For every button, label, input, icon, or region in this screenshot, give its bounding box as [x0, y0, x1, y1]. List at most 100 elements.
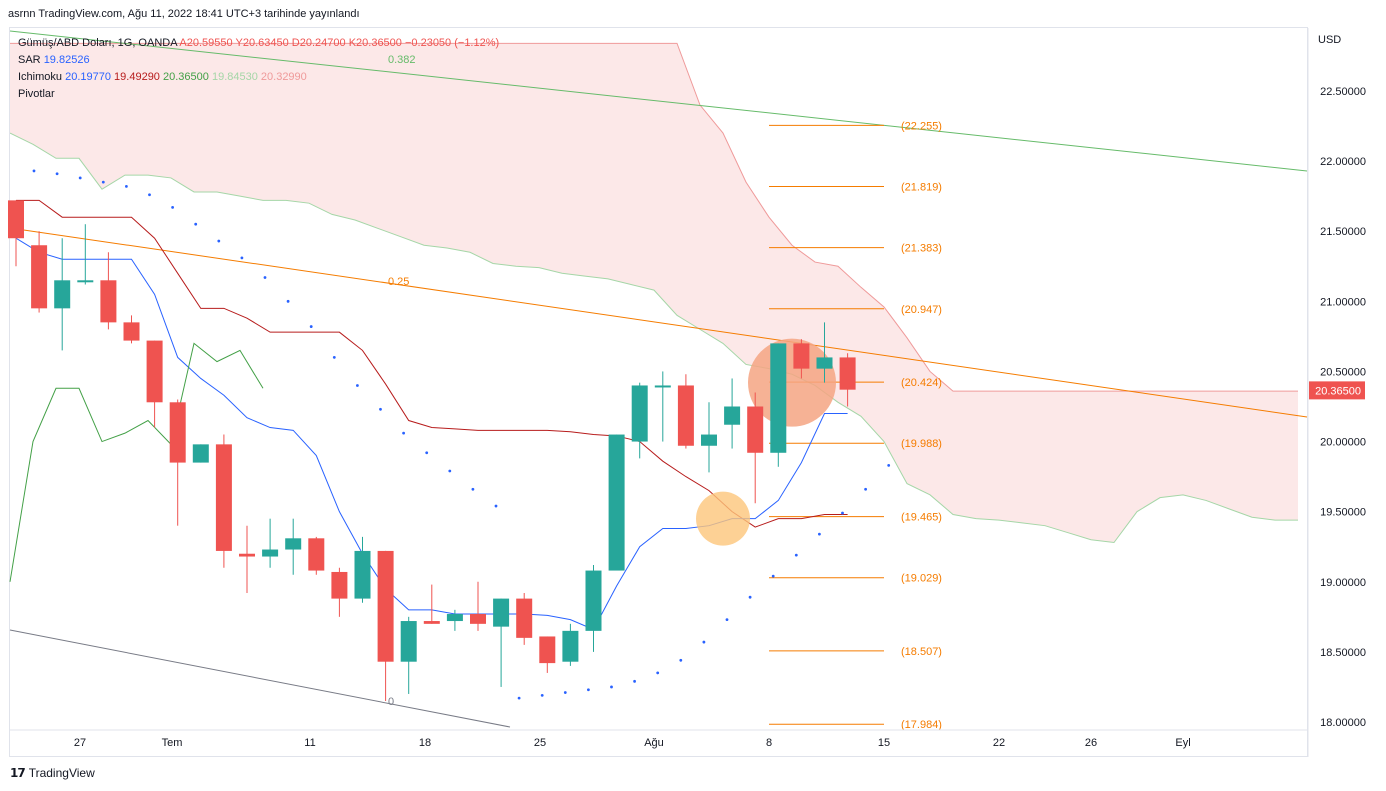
candle-body: [539, 636, 556, 664]
candle-body: [747, 406, 764, 453]
candle-body: [31, 245, 48, 309]
legend-symbol-row: Gümüş/ABD Doları, 1G, OANDA A20.59550 Y 2…: [18, 35, 499, 52]
close-value: 20.36500: [356, 37, 402, 49]
sar-dot: [448, 469, 452, 473]
ichimoku-span-b-value: 20.32990: [260, 71, 307, 83]
price-tick-label: 20.00000: [1320, 437, 1366, 449]
sar-dot: [263, 276, 267, 279]
currency-label: USD: [1318, 34, 1342, 46]
legend-ichimoku-row[interactable]: Ichimoku 20.19770 19.49290 20.36500 19.8…: [18, 69, 499, 86]
sar-dot: [494, 504, 498, 508]
fib-0-label: 0: [388, 696, 394, 708]
sar-dot: [171, 205, 175, 209]
ichimoku-cloud: [10, 43, 1298, 543]
sar-dot: [771, 574, 775, 578]
price-tick-label: 22.50000: [1320, 86, 1366, 98]
pivot-label: (18.507): [901, 646, 942, 658]
candle-body: [423, 621, 440, 624]
sar-dot: [610, 685, 613, 689]
sar-dot: [702, 640, 706, 644]
price-tick-label: 20.50000: [1320, 366, 1366, 378]
candle-body: [8, 200, 24, 239]
footer-brand[interactable]: 𝟭𝟳 TradingView: [10, 766, 95, 780]
candle-body: [169, 402, 186, 463]
sar-dot: [32, 169, 36, 173]
price-tick-label: 22.00000: [1320, 156, 1366, 168]
ichimoku-lagging-value: 20.36500: [163, 71, 209, 83]
candle-body: [100, 280, 117, 323]
sar-dot: [379, 407, 382, 411]
time-tick-label: Ağu: [644, 737, 664, 749]
price-tick-label: 21.00000: [1320, 296, 1366, 308]
candle-body: [377, 550, 394, 662]
candle-body: [308, 538, 325, 571]
candle-body: [816, 357, 833, 369]
ichimoku-conversion-value: 20.19770: [65, 71, 111, 83]
last-price-label: 20.36500: [1315, 385, 1361, 397]
ichimoku-span-a-value: 19.84530: [211, 71, 258, 83]
cloud-span-a-line: [10, 132, 1298, 544]
sar-dot: [55, 172, 59, 176]
time-tick-label: 22: [993, 737, 1005, 749]
legend-pivots-row[interactable]: Pivotlar: [18, 86, 499, 103]
sar-dot: [332, 356, 336, 359]
sar-dot: [356, 384, 359, 387]
time-tick-label: 18: [419, 737, 431, 749]
legend-sar-row[interactable]: SAR 19.82526: [18, 52, 499, 69]
tradingview-logo-icon: 𝟭𝟳: [10, 766, 26, 780]
highlight-circle-small: [696, 491, 750, 546]
sar-dot: [101, 180, 105, 184]
candle-body: [192, 444, 209, 463]
open-label: A: [179, 37, 187, 49]
sar-dot: [217, 239, 221, 243]
sar-dot: [818, 532, 821, 536]
sar-dot: [794, 553, 798, 557]
fib-0-line: [9, 629, 511, 728]
sar-dot: [286, 299, 290, 303]
candle-body: [701, 434, 717, 446]
symbol-name[interactable]: Gümüş/ABD Doları, 1G, OANDA: [18, 37, 177, 49]
pivot-label: (21.383): [901, 243, 942, 255]
time-tick-label: Tem: [162, 737, 183, 749]
sar-dot: [587, 688, 590, 692]
sar-dot: [240, 256, 244, 260]
candle-body: [146, 340, 163, 403]
sar-dot: [864, 487, 867, 491]
time-tick-label: 15: [878, 737, 890, 749]
sar-dot: [517, 696, 521, 700]
candle-body: [608, 434, 625, 571]
close-label: K: [348, 37, 357, 49]
sar-dot: [656, 671, 660, 675]
time-tick-label: 8: [766, 737, 772, 749]
candle-body: [331, 571, 348, 599]
pivot-label: (19.029): [901, 573, 942, 585]
sar-label: SAR: [18, 54, 41, 66]
candle-body: [724, 406, 741, 425]
candle-body: [839, 357, 856, 390]
pivot-label: (20.947): [901, 304, 942, 316]
candle-body: [123, 322, 140, 341]
pivot-label: (17.984): [901, 719, 942, 731]
brand-name: TradingView: [28, 766, 95, 780]
candle-body: [631, 385, 648, 442]
candle-body: [493, 598, 510, 627]
low-value: 20.24700: [299, 37, 346, 49]
open-value: 20.59550: [186, 37, 233, 49]
high-label: Y: [235, 37, 243, 49]
low-label: D: [291, 37, 300, 49]
candle-body: [770, 343, 787, 453]
pivot-label: (19.988): [901, 438, 942, 450]
change-value: −0.23050 (−1.12%): [404, 37, 500, 49]
highlight-circle-large: [748, 338, 836, 427]
published-caption: asrnn TradingView.com, Ağu 11, 2022 18:4…: [8, 8, 360, 20]
candle-body: [354, 550, 371, 599]
candle-body: [215, 444, 232, 551]
pivot-label: (22.255): [901, 120, 942, 132]
candle-body: [262, 549, 279, 557]
price-tick-label: 18.00000: [1320, 717, 1366, 729]
candle-body: [562, 630, 579, 662]
time-tick-label: 11: [304, 737, 315, 749]
candle-body: [793, 343, 810, 369]
pivots-label: Pivotlar: [18, 88, 55, 100]
